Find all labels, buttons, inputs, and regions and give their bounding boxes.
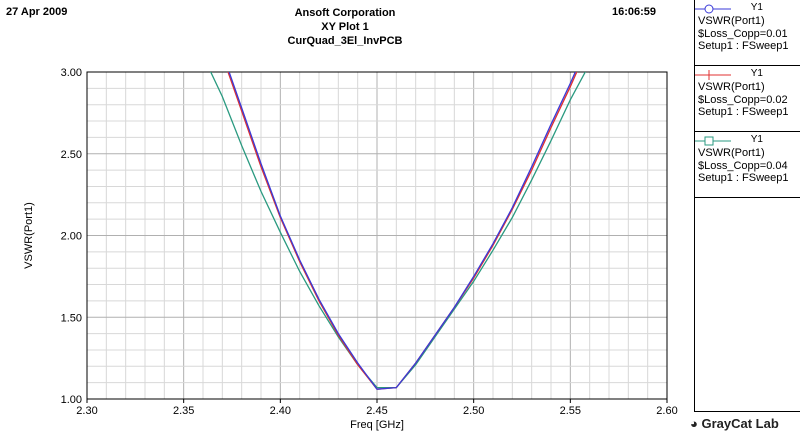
x-tick-label: 2.50: [463, 405, 484, 417]
y-tick-label: 1.00: [61, 394, 82, 406]
legend-line1: VSWR(Port1): [698, 81, 765, 93]
x-axis-label: Freq [GHz]: [350, 419, 404, 431]
x-tick-label: 2.40: [270, 405, 291, 417]
legend-axis: Y1: [750, 134, 763, 145]
legend: Y1 VSWR(Port1) $Loss_Copp=0.01 Setup1 : …: [694, 0, 800, 412]
y-tick-label: 2.50: [61, 149, 82, 161]
x-tick-label: 2.60: [656, 405, 677, 417]
y-tick-label: 1.50: [61, 312, 82, 324]
legend-line2: $Loss_Copp=0.01: [698, 27, 788, 40]
x-tick-label: 2.30: [76, 405, 97, 417]
x-tick-label: 2.35: [173, 405, 194, 417]
legend-line1: VSWR(Port1): [698, 15, 765, 27]
legend-line3: Setup1 : FSweep1: [698, 106, 789, 118]
plot-time: 16:06:59: [612, 6, 657, 18]
x-tick-label: 2.55: [560, 405, 581, 417]
vswr-chart: 2.30 2.35 2.40 2.45 2.50 2.55 2.60 1.00 1.50 2.00…: [23, 67, 678, 431]
legend-entry[interactable]: Y1 VSWR(Port1) $Loss_Copp=0.01 Setup1 : …: [695, 0, 800, 66]
cross-marker-icon: [695, 70, 731, 80]
legend-axis: Y1: [750, 68, 763, 79]
plot-name: XY Plot 1: [321, 21, 369, 33]
legend-line1: VSWR(Port1): [698, 147, 765, 159]
legend-line3: Setup1 : FSweep1: [698, 172, 789, 184]
x-tick-label: 2.45: [366, 405, 387, 417]
y-axis-label: VSWR(Port1): [23, 202, 35, 269]
plot-date: 27 Apr 2009: [6, 6, 68, 18]
design-name: CurQuad_3El_InvPCB: [287, 35, 403, 47]
legend-entry[interactable]: Y1 VSWR(Port1) $Loss_Copp=0.04 Setup1 : …: [695, 132, 800, 198]
legend-line3: Setup1 : FSweep1: [698, 40, 789, 52]
plot-title: Ansoft Corporation XY Plot 1 CurQuad_3El…: [0, 6, 690, 48]
legend-axis: Y1: [750, 2, 763, 13]
company-name: Ansoft Corporation: [294, 7, 396, 19]
square-marker-icon: [695, 136, 731, 146]
y-tick-label: 2.00: [61, 231, 82, 243]
legend-entry[interactable]: Y1 VSWR(Port1) $Loss_Copp=0.02 Setup1 : …: [695, 66, 800, 132]
series-line: [228, 72, 577, 390]
watermark: ◕ GrayCat Lab: [690, 416, 779, 431]
legend-line2: $Loss_Copp=0.02: [698, 93, 788, 106]
legend-line2: $Loss_Copp=0.04: [698, 159, 788, 172]
y-tick-label: 3.00: [61, 67, 82, 79]
circle-marker-icon: [695, 4, 731, 14]
